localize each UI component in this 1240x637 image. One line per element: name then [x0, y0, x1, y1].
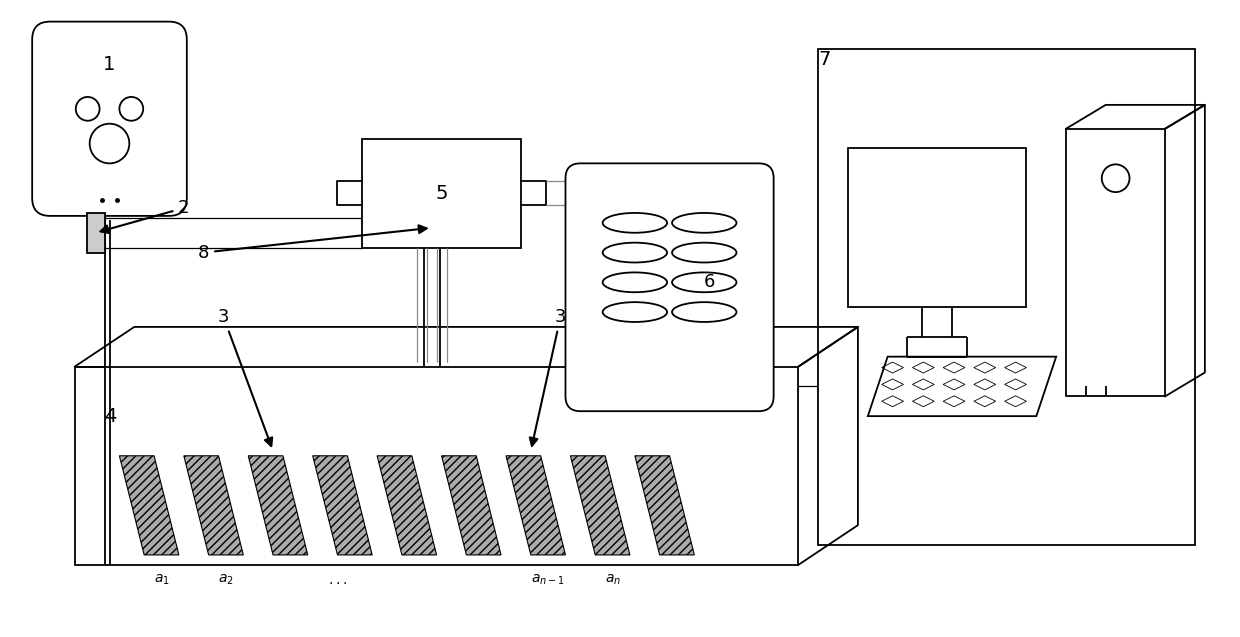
- Text: 4: 4: [104, 406, 117, 426]
- Polygon shape: [248, 456, 308, 555]
- Polygon shape: [377, 456, 436, 555]
- Bar: [74, 366, 799, 565]
- Text: 1: 1: [103, 55, 115, 74]
- Text: 7: 7: [818, 50, 831, 69]
- Polygon shape: [506, 456, 565, 555]
- Polygon shape: [312, 456, 372, 555]
- Polygon shape: [184, 456, 243, 555]
- FancyBboxPatch shape: [32, 22, 187, 216]
- Polygon shape: [635, 456, 694, 555]
- FancyBboxPatch shape: [565, 163, 774, 412]
- Bar: [362, 139, 521, 248]
- Text: 3: 3: [218, 308, 273, 446]
- Bar: [87, 213, 104, 253]
- Text: $a_{n-1}$: $a_{n-1}$: [531, 573, 565, 587]
- Bar: [848, 148, 1027, 307]
- Bar: [1066, 129, 1166, 396]
- Text: $a_2$: $a_2$: [218, 573, 234, 587]
- Bar: [818, 50, 1195, 545]
- Text: 2: 2: [100, 199, 190, 233]
- Text: $a_n$: $a_n$: [605, 573, 620, 587]
- Polygon shape: [441, 456, 501, 555]
- Text: 8: 8: [198, 225, 427, 262]
- Text: 5: 5: [435, 183, 448, 203]
- Text: 3: 3: [529, 308, 567, 446]
- Text: $a_1$: $a_1$: [154, 573, 170, 587]
- Polygon shape: [119, 456, 179, 555]
- Text: 6: 6: [703, 273, 715, 291]
- Polygon shape: [570, 456, 630, 555]
- Text: $...$: $...$: [327, 573, 347, 587]
